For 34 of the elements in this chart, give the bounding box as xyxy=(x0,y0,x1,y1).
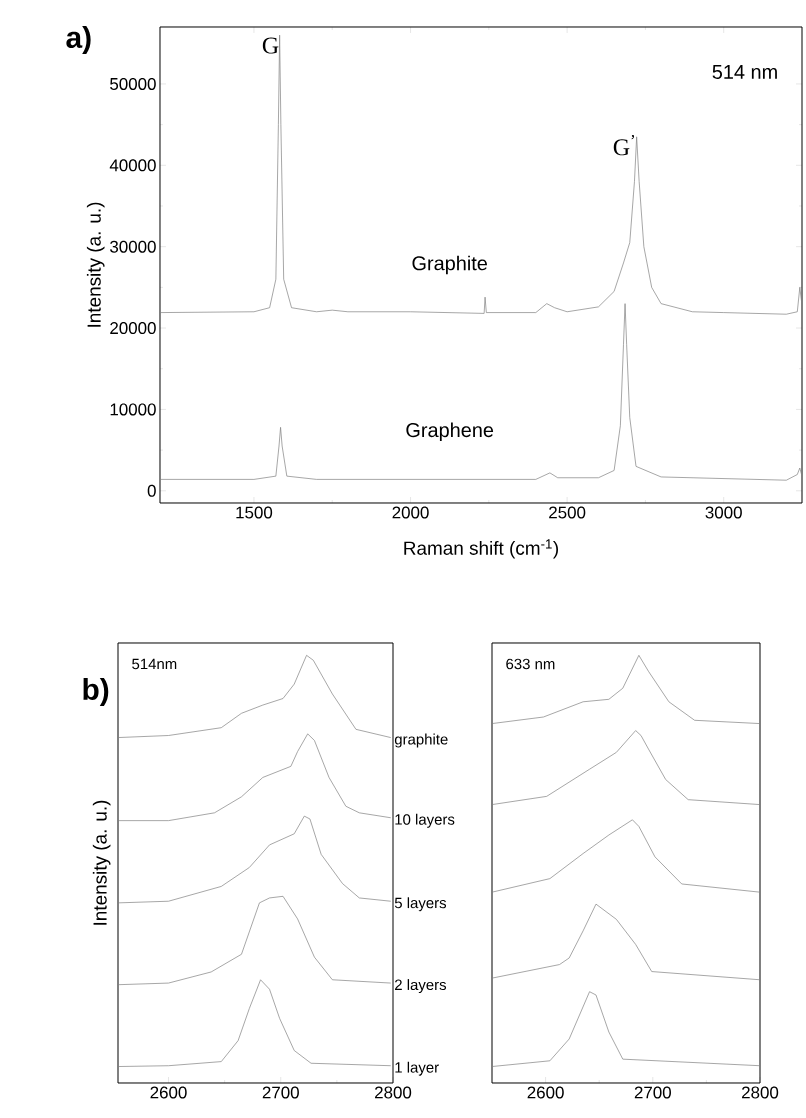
series-label: 2 layers xyxy=(395,979,447,994)
x-tick-label: 3000 xyxy=(705,506,742,519)
text: b) xyxy=(83,678,109,706)
y-tick-label: 10000 xyxy=(110,403,156,416)
y-axis-title: Intensity (a. u.) xyxy=(86,202,105,327)
x-tick-label: 2600 xyxy=(150,1086,187,1099)
series-label: 1 layer xyxy=(395,1061,439,1076)
y-tick-label: 50000 xyxy=(110,77,156,90)
annotation: 514nm xyxy=(132,658,177,670)
annotation: 633 nm xyxy=(506,658,555,670)
series-label: Graphite xyxy=(412,255,487,275)
x-tick-label: 2800 xyxy=(742,1086,779,1099)
series-label: 10 layers xyxy=(395,813,455,828)
annotation: 514 nm xyxy=(712,65,777,79)
series-label: Graphene xyxy=(406,422,494,442)
y-tick-label: 0 xyxy=(147,484,156,497)
x-tick-label: 2500 xyxy=(549,506,586,519)
x-axis-title: Raman shift (cm$^{-1}$) xyxy=(404,539,559,559)
y-tick-label: 40000 xyxy=(109,159,156,172)
series-label: 5 layers xyxy=(394,897,447,912)
x-tick-label: 2000 xyxy=(392,506,429,519)
line-series xyxy=(159,303,803,481)
y-tick-label: 30000 xyxy=(110,240,156,253)
x-tick-label: 2700 xyxy=(634,1086,671,1099)
x-tick-label: 2600 xyxy=(527,1086,564,1099)
y-axis-title: Intensity (a. u.) xyxy=(92,800,111,925)
x-tick-label: 1500 xyxy=(236,506,273,519)
x-tick-label: 2800 xyxy=(375,1086,412,1099)
series-label: graphite xyxy=(394,733,448,748)
text: a) xyxy=(66,26,91,54)
x-tick-label: 2700 xyxy=(262,1086,299,1099)
y-tick-label: 20000 xyxy=(110,322,156,335)
annotation: G$^{’}$ xyxy=(613,134,635,156)
annotation: G xyxy=(262,37,279,54)
